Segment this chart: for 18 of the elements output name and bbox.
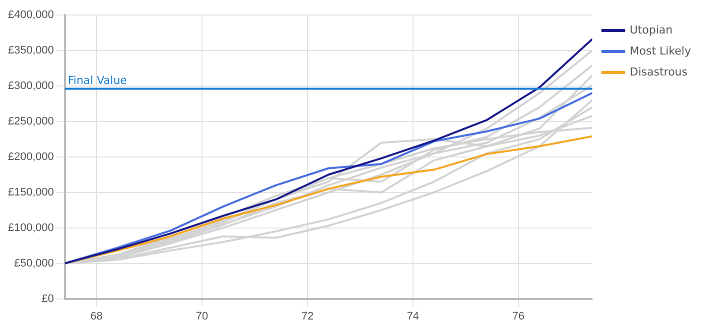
y-tick-label: £350,000 (8, 44, 54, 57)
y-tick-label: £150,000 (8, 186, 54, 198)
x-tick-label: 68 (90, 310, 103, 322)
y-tick-label: £300,000 (8, 80, 54, 92)
legend-label: Most Likely (630, 44, 692, 58)
ref-line-label: Final Value (68, 74, 128, 88)
x-tick-label: 70 (196, 310, 208, 322)
x-tick-label: 72 (301, 310, 314, 322)
y-tick-label: £250,000 (8, 115, 54, 128)
x-tick-label: 76 (512, 310, 525, 322)
y-tick-label: £0 (42, 292, 54, 305)
y-tick-label: £400,000 (8, 9, 54, 22)
x-tick-label: 74 (406, 310, 420, 322)
legend-label: Utopian (630, 23, 673, 36)
y-tick-label: £200,000 (8, 150, 54, 163)
y-tick-label: £100,000 (8, 222, 54, 234)
legend-label: Disastrous (630, 65, 688, 78)
y-tick-label: £50,000 (14, 257, 54, 270)
